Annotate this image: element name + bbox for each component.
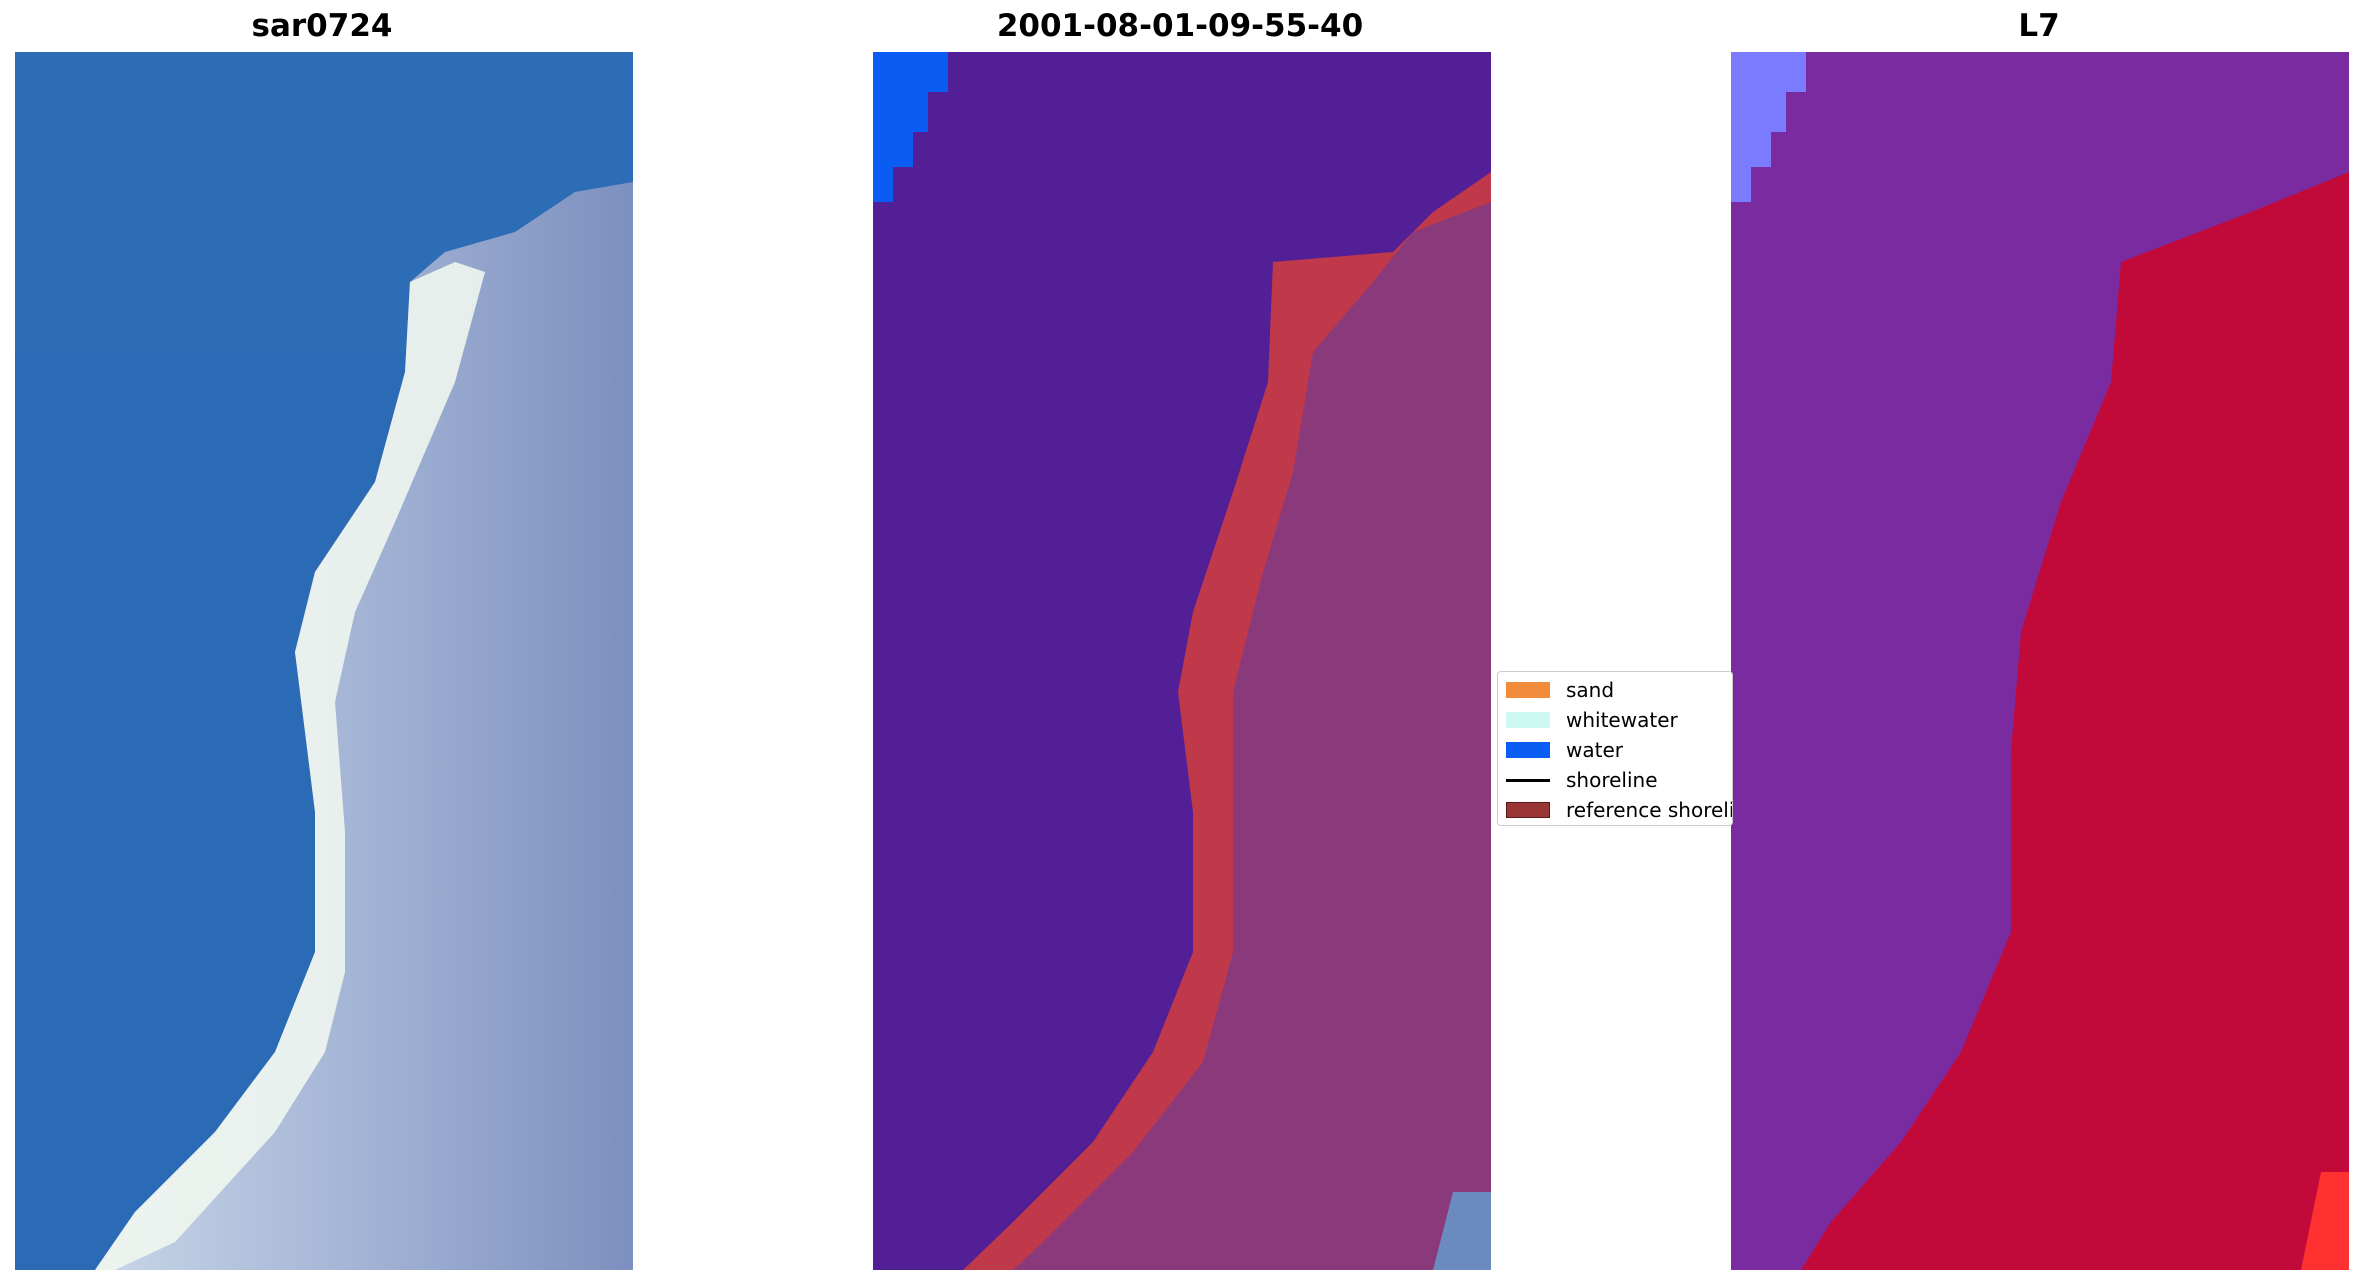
sand-swatch — [1506, 682, 1550, 698]
classified-image-panel — [873, 52, 1491, 1270]
index-image — [1731, 52, 2349, 1270]
legend-label-whitewater: whitewater — [1566, 708, 1678, 732]
rgb-image-panel — [15, 52, 633, 1270]
legend-item-whitewater: whitewater — [1506, 708, 1678, 732]
classified-image — [873, 52, 1491, 1270]
legend-item-water: water — [1506, 738, 1623, 762]
legend-item-reference-shoreline: reference shoreline — [1506, 798, 1732, 822]
legend-label-shoreline: shoreline — [1566, 768, 1658, 792]
reference-shoreline-swatch — [1506, 802, 1550, 818]
water-swatch — [1506, 742, 1550, 758]
legend: sand whitewater water shoreline referenc… — [1497, 671, 1733, 826]
rgb-image — [15, 52, 633, 1270]
panel-title-classified: 2001-08-01-09-55-40 — [996, 8, 1364, 44]
legend-item-sand: sand — [1506, 678, 1614, 702]
legend-label-water: water — [1566, 738, 1623, 762]
shoreline-line — [1506, 778, 1550, 782]
panel-title-index: L7 — [2018, 8, 2060, 44]
legend-label-reference-shoreline: reference shoreline — [1566, 798, 1732, 822]
index-image-panel — [1731, 52, 2349, 1270]
panel-title-rgb: sar0724 — [251, 8, 393, 44]
whitewater-swatch — [1506, 712, 1550, 728]
legend-item-shoreline: shoreline — [1506, 768, 1658, 792]
legend-label-sand: sand — [1566, 678, 1615, 702]
